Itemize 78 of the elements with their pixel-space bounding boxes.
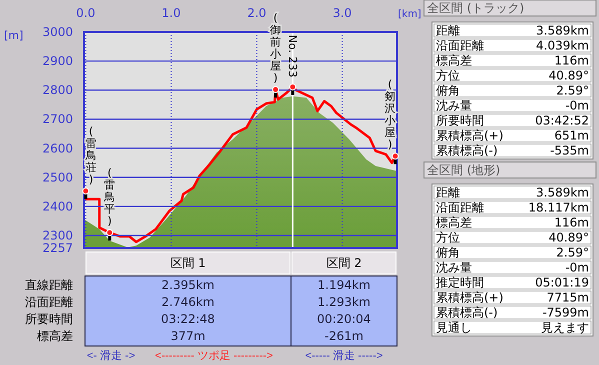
y-tick-label: 2400 — [42, 199, 73, 214]
category-label: 俯角 — [436, 246, 460, 260]
text: 7715m — [546, 290, 589, 304]
y-tick-label: 2300 — [42, 228, 73, 242]
text: 116m — [554, 216, 589, 230]
text: -261m — [324, 329, 364, 343]
text: 3.589km — [536, 24, 589, 38]
category-label: 累積標高(-) — [436, 306, 498, 320]
point — [289, 83, 296, 90]
category-label: 累積標高(+) — [436, 128, 504, 142]
point — [82, 188, 90, 195]
text: 03:42:52 — [535, 114, 589, 128]
text: 116m — [554, 54, 589, 68]
text: <----- 滑走 -----> — [305, 349, 383, 362]
text: 4.039km — [536, 38, 589, 52]
text: <- 滑走 -> — [86, 349, 136, 362]
text: 651m — [554, 128, 589, 142]
category-label: 沈み量 — [436, 260, 472, 274]
text: 2.395km — [162, 278, 214, 292]
category-label: 俯角 — [436, 84, 460, 98]
y-tick-label: 2800 — [42, 83, 73, 98]
text: 全区間 (地形) — [427, 163, 500, 177]
y-tick-label: 2500 — [42, 170, 73, 184]
category-label: 直線距離 — [25, 278, 73, 292]
text: 2.59° — [556, 84, 589, 98]
x-axis-title: [km] — [398, 9, 422, 20]
category-label: 標高差 — [37, 329, 73, 343]
text: 2.59° — [556, 246, 589, 260]
y-tick-label: 3000 — [42, 25, 73, 39]
y-tick-label: 2900 — [42, 54, 73, 68]
text: -0m — [565, 260, 589, 274]
category-label: 距離 — [436, 24, 460, 38]
text: 1.194km — [318, 278, 370, 292]
text: <--------- ツボ足 ---------> — [155, 350, 273, 362]
category-label: 沿面距離 — [436, 200, 484, 214]
annotation: No. 233 — [286, 34, 300, 78]
category-label: 推定時間 — [436, 276, 484, 290]
category-label: 方位 — [436, 230, 460, 244]
category-label: 標高差 — [436, 216, 472, 230]
y-tick-label: 2700 — [42, 112, 73, 126]
text: -7599m — [542, 306, 589, 320]
point — [106, 229, 114, 236]
category-label: 累積標高(+) — [436, 290, 504, 304]
x-tick-label: 3.0 — [332, 6, 352, 20]
text: -535m — [550, 144, 589, 158]
category-label: 区間 1 — [170, 256, 206, 270]
category-label: 沿面距離 — [25, 295, 73, 309]
category-label: 距離 — [436, 186, 460, 200]
y-tick-label: 2257 — [42, 241, 73, 255]
category-label: 沿面距離 — [436, 38, 484, 52]
category-label: 沈み量 — [436, 98, 472, 112]
text: 18.117km — [528, 200, 589, 214]
text: 2.746km — [162, 295, 214, 309]
text: 377m — [170, 329, 206, 343]
text: 40.89° — [548, 68, 589, 82]
text: 05:01:19 — [535, 276, 589, 290]
category-label: 方位 — [436, 68, 460, 82]
text: 見えます — [541, 320, 589, 334]
category-label: 所要時間 — [436, 114, 484, 128]
text: 03:22:48 — [161, 312, 215, 326]
y-axis-title: [m] — [4, 29, 24, 42]
category-label: 標高差 — [436, 54, 472, 68]
category-label: 区間 2 — [326, 256, 362, 270]
category-label: 見通し — [436, 320, 472, 334]
text: 40.89° — [548, 230, 589, 244]
category-label: 累積標高(-) — [436, 144, 498, 158]
text: 3.589km — [536, 186, 589, 200]
x-tick-label: 2.0 — [247, 6, 266, 20]
text: -0m — [565, 98, 589, 112]
point — [272, 86, 280, 94]
point — [392, 152, 399, 160]
category-label: 所要時間 — [25, 312, 73, 326]
text: 1.293km — [318, 295, 370, 309]
x-tick-label: 0.0 — [76, 6, 96, 20]
text: 00:20:04 — [317, 312, 371, 326]
x-tick-label: 1.0 — [162, 6, 181, 20]
text: 全区間 (トラック) — [427, 1, 524, 15]
y-tick-label: 2600 — [42, 141, 73, 156]
